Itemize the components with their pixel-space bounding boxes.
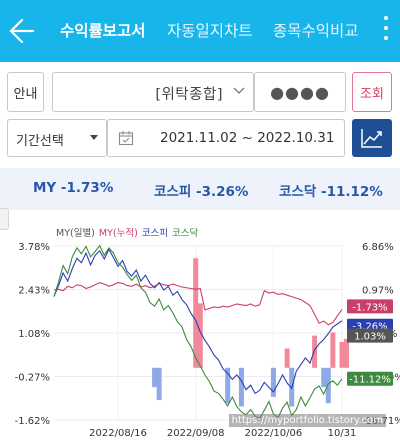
series-end-label: 1.03% [354,332,386,343]
password-field[interactable]: ●●●● [254,72,346,112]
legend-entry: MY(누적) [99,227,138,239]
account-row: 안내 [위탁종합] ●●●● 조회 [0,72,400,112]
left-axis-tick: 2.43% [18,286,50,297]
series-end-label: -11.12% [349,375,391,386]
app-header: 수익률보고서 자동일지차트 종목수익비교 [0,0,400,62]
daily-bar [193,258,199,368]
daily-bar [238,367,244,407]
return-chart-svg: 3.78%2.43%1.08%-0.27%-1.62%6.86%0.97%-4.… [15,227,400,439]
period-select[interactable]: 기간선택 [7,119,107,157]
query-button[interactable]: 조회 [352,72,392,112]
x-axis-tick: 2022/08/16 [89,428,147,439]
x-axis-tick: 2022/10/06 [245,428,303,439]
series-end-label-bg [347,371,393,386]
guide-button[interactable]: 안내 [7,72,44,112]
daily-bar [339,342,345,368]
return-chart: 3.78%2.43%1.08%-0.27%-1.62%6.86%0.97%-4.… [0,212,400,440]
dropdown-caret-icon [90,135,98,140]
summary-kosdaq: 코스닥 -11.12% [279,184,383,200]
chevron-down-icon [233,87,245,94]
daily-bar [156,367,162,401]
legend-entry: 코스닥 [172,228,198,239]
line-chart-icon [361,129,382,148]
tab-auto-journal-chart[interactable]: 자동일지차트 [167,22,253,40]
calendar-icon [118,131,134,146]
drawer-handle[interactable] [0,208,9,230]
daily-bar [270,367,276,397]
daily-bar [197,303,203,368]
right-axis-tick: 0.97% [362,285,394,296]
left-axis-tick: 1.08% [18,329,50,340]
series-end-label-bg [347,299,393,314]
summary-my: MY -1.73% [33,180,114,196]
daily-bar [225,367,231,404]
series-end-label: -1.73% [352,302,387,313]
series-end-label: -3.26% [352,322,387,333]
series-end-label-bg [347,328,393,343]
daily-bar [321,367,327,388]
chart-button[interactable] [352,119,392,157]
date-range-field[interactable]: 2021.11.02 ~ 2022.10.31 [107,119,345,157]
return-summary-bar: MY -1.73% 코스피 -3.26% 코스닥 -11.12% [0,168,400,210]
watermark: https://myportfolio.tistory.com [228,414,386,427]
daily-bar [152,367,158,388]
period-row: 기간선택 2021.11.02 ~ 2022.10.31 [0,119,400,157]
period-label: 기간선택 [16,134,64,149]
left-axis-tick: -0.27% [15,373,50,384]
series-line [53,248,343,395]
legend-entry: MY(일별) [56,228,95,239]
daily-bar [312,335,318,368]
right-axis-tick: 6.86% [362,242,394,253]
tab-stock-return-compare[interactable]: 종목수익비교 [273,22,359,40]
series-line [53,244,343,420]
x-axis-tick: 10/31 [328,428,357,439]
left-axis-tick: -1.62% [15,416,50,427]
more-menu-icon[interactable] [382,16,390,48]
date-range-text: 2021.11.02 ~ 2022.10.31 [160,130,335,146]
daily-bar [330,332,336,368]
account-label: [위탁종합] [155,87,223,103]
daily-bar [325,367,331,404]
series-line [53,282,343,326]
tab-return-report[interactable]: 수익률보고서 [60,22,146,40]
legend-entry: 코스피 [142,228,168,239]
x-axis-tick: 2022/09/08 [167,428,225,439]
account-select[interactable]: [위탁종합] [52,72,254,112]
summary-kospi: 코스피 -3.26% [154,184,249,200]
daily-bar [344,338,350,368]
back-arrow-icon[interactable] [8,16,34,46]
left-axis-tick: 3.78% [18,242,50,253]
daily-bar [284,348,290,368]
